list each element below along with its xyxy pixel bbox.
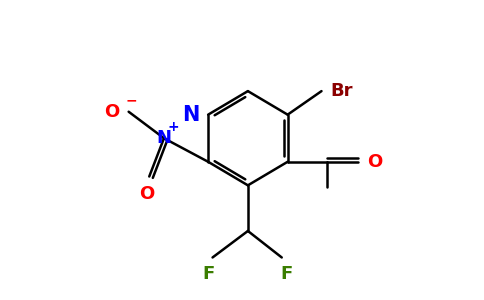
Text: +: + bbox=[167, 120, 179, 134]
Text: −: − bbox=[126, 93, 137, 107]
Text: F: F bbox=[280, 265, 292, 283]
Text: Br: Br bbox=[331, 82, 353, 100]
Text: F: F bbox=[202, 265, 214, 283]
Text: N: N bbox=[182, 105, 199, 125]
Text: O: O bbox=[367, 153, 382, 171]
Text: N: N bbox=[156, 129, 171, 147]
Text: O: O bbox=[105, 103, 120, 121]
Text: O: O bbox=[139, 185, 154, 203]
